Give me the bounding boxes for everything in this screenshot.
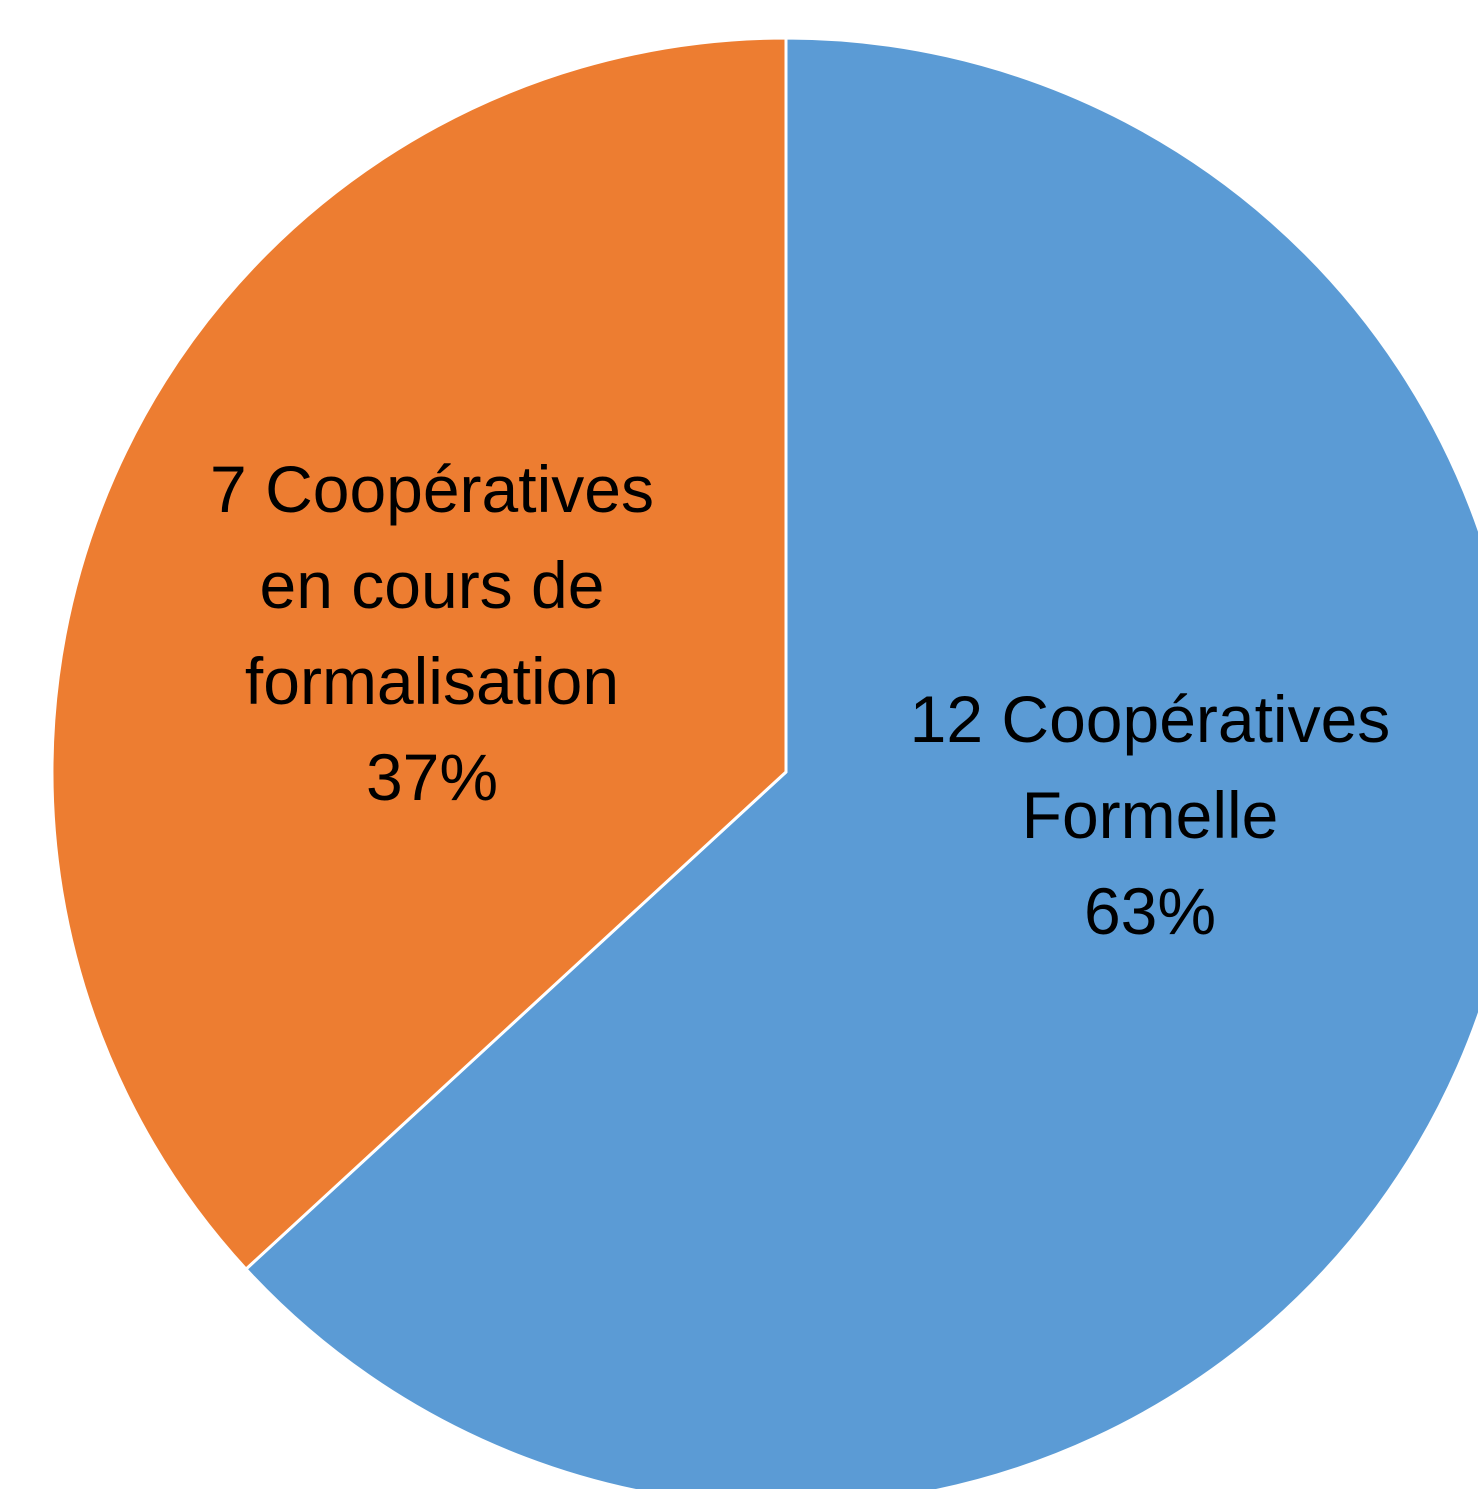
slices-group (50, 36, 1478, 1489)
label-formelle-line-0: 12 Coopératives (910, 682, 1391, 756)
slice-en-cours-de-formalisation (50, 36, 788, 1271)
label-formelle: 12 Coopératives Formelle 63% (910, 682, 1391, 948)
label-formelle-line-2: 63% (1084, 874, 1216, 948)
labels-group: 12 Coopératives Formelle 63% 7 Coopératives… (210, 452, 1390, 948)
label-en-cours-de-formalisation-line-2: formalisation (245, 644, 619, 718)
label-en-cours-de-formalisation-line-3: 37% (366, 740, 498, 814)
label-en-cours-de-formalisation-line-1: en cours de (260, 548, 605, 622)
label-formelle-line-1: Formelle (1022, 778, 1279, 852)
label-en-cours-de-formalisation: 7 Coopératives en cours de formalisation 37… (210, 452, 654, 814)
slice-formelle (244, 36, 1478, 1489)
label-en-cours-de-formalisation-line-0: 7 Coopératives (210, 452, 654, 526)
